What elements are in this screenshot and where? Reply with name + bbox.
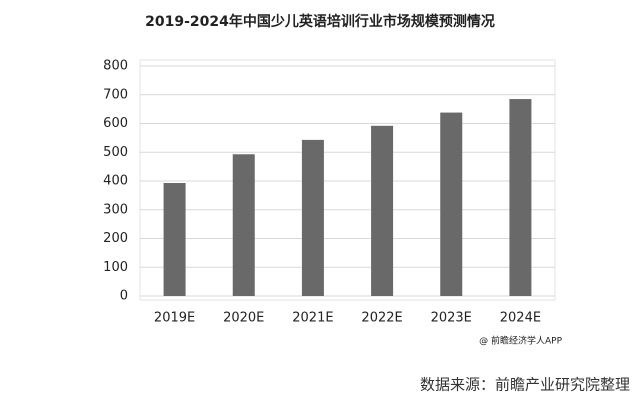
y-tick-label: 100 [103,260,128,275]
y-tick-label: 700 [103,87,128,102]
x-tick-label: 2019E [154,311,195,326]
x-tick-label: 2022E [361,311,402,326]
bar [371,125,394,296]
y-tick-label: 0 [120,289,128,304]
bar [509,99,532,296]
y-tick-label: 400 [103,174,128,189]
source-note: 数据来源：前瞻产业研究院整理 [420,376,630,394]
x-tick-label: 2021E [292,311,333,326]
y-tick-label: 300 [103,202,128,217]
y-tick-label: 600 [103,116,128,131]
x-tick-label: 2020E [223,311,264,326]
bar [440,112,463,296]
x-tick-label: 2023E [431,311,472,326]
watermark-note: @ 前瞻经济学人APP [479,335,562,347]
chart-title: 2019-2024年中国少儿英语培训行业市场规模预测情况 [145,13,495,30]
x-tick-label: 2024E [500,311,541,326]
y-tick-label: 800 [103,59,128,74]
y-tick-label: 500 [103,145,128,160]
plot-frame [139,59,556,301]
y-tick-label: 200 [103,231,128,246]
bar [301,139,324,296]
bar [232,154,255,296]
bar [163,183,186,296]
